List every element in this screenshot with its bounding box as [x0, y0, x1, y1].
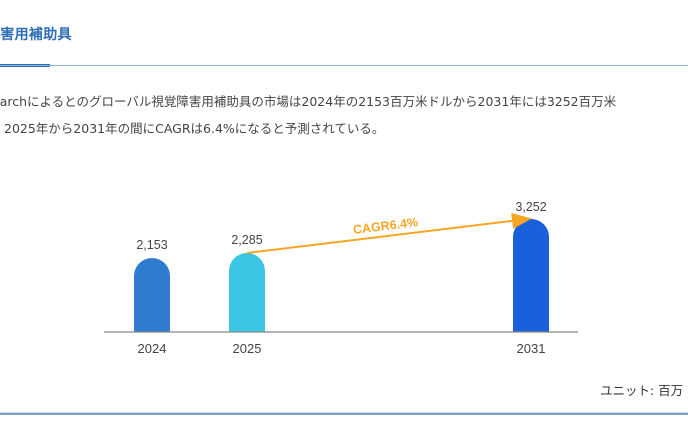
bar-value-label: 2,285 [231, 233, 262, 247]
unit-label: ユニット: 百万 [600, 383, 684, 398]
bar-2031: 3,252 2031 [513, 200, 549, 356]
bottom-divider [0, 412, 688, 415]
x-tick-label: 2031 [517, 341, 546, 356]
market-description: earchによるとのグローバル視覚障害用補助具の市場は2024年の2153百万米… [0, 88, 688, 142]
title-divider [0, 65, 688, 66]
x-tick-label: 2024 [138, 341, 167, 356]
bar-value-label: 3,252 [515, 200, 546, 214]
x-tick-label: 2025 [233, 341, 262, 356]
description-line-1: earchによるとのグローバル視覚障害用補助具の市場は2024年の2153百万米… [0, 94, 617, 109]
cagr-annotation: CAGR6.4% [246, 212, 532, 254]
bar-value-label: 2,153 [136, 238, 167, 252]
bar-2024: 2,153 2024 [134, 238, 170, 356]
bar-2025: 2,285 2025 [229, 233, 265, 356]
section-title: 障害用補助具 [0, 27, 72, 43]
description-line-2: 2025年から2031年の間にCAGRは6.4%になると予測されている。 [4, 121, 385, 136]
cagr-arrow-icon [246, 212, 532, 254]
